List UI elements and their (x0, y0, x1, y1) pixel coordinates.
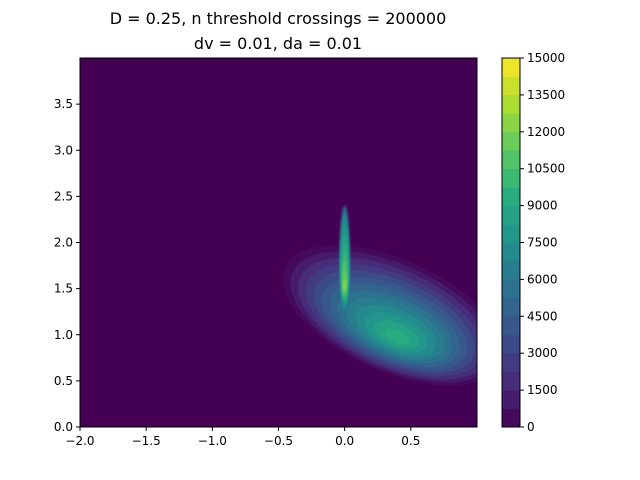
colorbar-bands (502, 58, 520, 428)
ridge-level (343, 279, 347, 292)
x-tick-label: 0.5 (401, 434, 420, 448)
colorbar-band (502, 279, 520, 299)
y-tick-label: 1.5 (54, 282, 73, 296)
colorbar-tick-label: 10500 (527, 162, 565, 176)
colorbar-band (502, 408, 520, 428)
colorbar-tick-label: 0 (527, 420, 535, 434)
x-axis-ticks: −2.0 −1.5 −1.0 −0.5 0.0 0.5 (65, 427, 420, 448)
y-axis-ticks: 0.0 0.5 1.0 1.5 2.0 2.5 3.0 3.5 (54, 97, 80, 434)
plot-area: −2.0 −1.5 −1.0 −0.5 0.0 0.5 0.0 0.5 1.0 1.5 2.0 2.… (54, 57, 478, 448)
x-tick-label: −1.5 (132, 434, 161, 448)
contour-layers (282, 205, 477, 386)
colorbar-tick-label: 4500 (527, 309, 558, 323)
colorbar-band (502, 187, 520, 206)
colorbar-tick-label: 13500 (527, 88, 565, 102)
colorbar-band (502, 150, 520, 169)
colorbar-band (502, 242, 520, 262)
colorbar-band (502, 113, 520, 133)
y-tick-label: 1.0 (54, 328, 73, 342)
colorbar-band (502, 371, 520, 391)
colorbar-band (502, 58, 520, 77)
colorbar-tick-label: 15000 (527, 51, 565, 65)
colorbar-tick-label: 9000 (527, 199, 558, 213)
y-tick-label: 0.5 (54, 374, 73, 388)
colorbar-band (502, 353, 520, 372)
colorbar-band (502, 390, 520, 409)
chart-title-line2: dv = 0.01, da = 0.01 (194, 34, 362, 53)
x-tick-label: −2.0 (65, 434, 94, 448)
colorbar-tick-label: 12000 (527, 125, 565, 139)
chart-title-line1: D = 0.25, n threshold crossings = 200000 (110, 9, 447, 28)
colorbar-band (502, 260, 520, 280)
colorbar-band (502, 297, 520, 317)
x-tick-label: −0.5 (264, 434, 293, 448)
colorbar-tick-label: 3000 (527, 346, 558, 360)
y-tick-label: 0.0 (54, 420, 73, 434)
colorbar-band (502, 94, 520, 114)
colorbar: 0 1500 3000 4500 6000 7500 9000 10500 12000 13500… (501, 51, 565, 434)
colorbar-band (502, 224, 520, 243)
colorbar-tick-label: 6000 (527, 272, 558, 286)
x-tick-label: −1.0 (198, 434, 227, 448)
y-tick-label: 3.0 (54, 143, 73, 157)
colorbar-band (502, 131, 520, 151)
colorbar-band (502, 316, 520, 336)
colorbar-band (502, 168, 520, 188)
colorbar-tick-label: 7500 (527, 236, 558, 250)
colorbar-band (502, 76, 520, 96)
x-tick-label: 0.0 (335, 434, 354, 448)
colorbar-band (502, 334, 520, 354)
y-tick-label: 2.0 (54, 236, 73, 250)
colorbar-tick-label: 1500 (527, 383, 558, 397)
colorbar-ticks: 0 1500 3000 4500 6000 7500 9000 10500 12000 13500… (520, 51, 565, 434)
y-tick-label: 2.5 (54, 189, 73, 203)
colorbar-band (502, 205, 520, 225)
contour-level (384, 328, 410, 345)
y-tick-label: 3.5 (54, 97, 73, 111)
